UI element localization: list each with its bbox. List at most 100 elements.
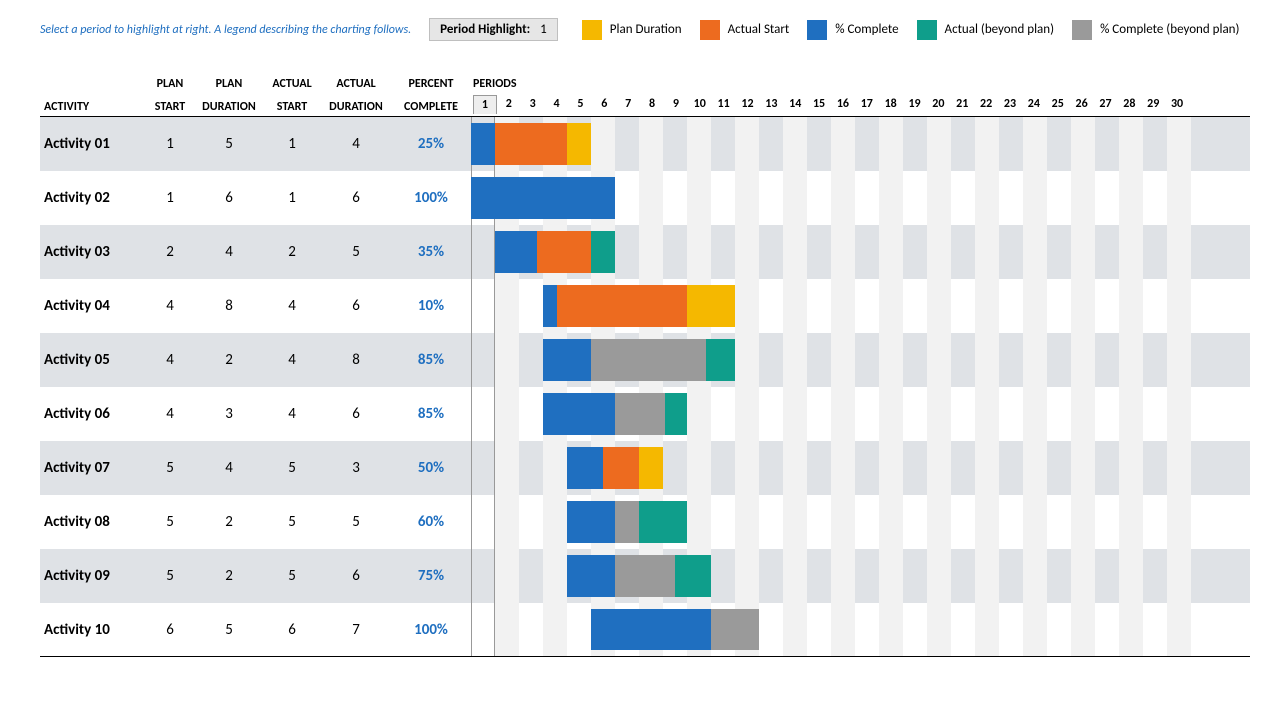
bar-complete [567,555,615,597]
legend-swatch [582,20,602,40]
table-row: Activity 03242535% [40,225,1250,279]
period-header-cell: 15 [807,95,831,114]
period-header-cell: 16 [831,95,855,114]
gantt-rows: Activity 01151425%Activity 021616100%Act… [40,117,1250,657]
actual-duration: 6 [321,405,391,423]
period-header-cell: 21 [950,95,974,114]
period-header-cell: 26 [1070,95,1094,114]
activity-name: Activity 07 [40,459,145,477]
percent-complete: 25% [391,135,471,153]
plan-duration: 8 [195,297,263,315]
actual-start: 1 [263,135,321,153]
gantt-cell [471,441,1191,495]
period-header-cell: 30 [1165,95,1189,114]
bar-complete [591,609,711,650]
plan-duration: 2 [195,567,263,585]
plan-start: 4 [145,351,195,369]
activity-name: Activity 06 [40,405,145,423]
header-row-1: PLAN PLAN ACTUAL ACTUAL PERCENT PERIODS [40,75,1250,93]
percent-complete: 60% [391,513,471,531]
bar-complete-beyond [711,609,759,650]
bar-complete [567,447,603,489]
percent-complete: 10% [391,297,471,315]
period-header-cell: 24 [1022,95,1046,114]
plan-start: 5 [145,513,195,531]
period-header-cell: 6 [592,95,616,114]
table-row: Activity 01151425% [40,117,1250,171]
bar-complete-beyond [615,393,665,435]
legend-item: Plan Duration [582,20,682,40]
period-highlight-box[interactable]: Period Highlight: 1 [429,18,558,41]
bar-actual-beyond [591,231,615,273]
plan-start: 5 [145,567,195,585]
period-header-cell: 29 [1141,95,1165,114]
plan-duration: 6 [195,189,263,207]
gantt-cell [471,603,1191,656]
table-row: Activity 09525675% [40,549,1250,603]
percent-complete: 100% [391,189,471,207]
col-plan-dur-1: PLAN [195,75,263,93]
table-row: Activity 07545350% [40,441,1250,495]
plan-start: 2 [145,243,195,261]
period-header-cell: 27 [1094,95,1118,114]
plan-duration: 4 [195,243,263,261]
period-header-cell: 17 [855,95,879,114]
actual-start: 5 [263,567,321,585]
actual-duration: 5 [321,243,391,261]
activity-name: Activity 01 [40,135,145,153]
col-periods: PERIODS [471,75,1191,93]
period-header-cell: 7 [616,95,640,114]
legend-label: % Complete (beyond plan) [1100,22,1239,37]
activity-name: Activity 02 [40,189,145,207]
header-row-2: ACTIVITY START DURATION START DURATION C… [40,93,1250,117]
legend-swatch [700,20,720,40]
col-plan-start-1: PLAN [145,75,195,93]
actual-start: 2 [263,243,321,261]
table-row: Activity 021616100% [40,171,1250,225]
actual-start: 4 [263,297,321,315]
bar-complete [471,123,495,165]
plan-start: 5 [145,459,195,477]
period-header-cell: 25 [1046,95,1070,114]
period-header-cell: 28 [1117,95,1141,114]
period-header-cell: 8 [640,95,664,114]
col-plan-start-2: START [145,98,195,116]
period-header-cell: 10 [688,95,712,114]
percent-complete: 50% [391,459,471,477]
activity-name: Activity 05 [40,351,145,369]
bar-complete [543,393,615,435]
actual-duration: 8 [321,351,391,369]
percent-complete: 35% [391,243,471,261]
legend-item: Actual (beyond plan) [917,20,1055,40]
table-row: Activity 05424885% [40,333,1250,387]
gantt-table: PLAN PLAN ACTUAL ACTUAL PERCENT PERIODS … [40,75,1250,657]
activity-name: Activity 09 [40,567,145,585]
actual-start: 5 [263,459,321,477]
col-actual-dur-1: ACTUAL [321,75,391,93]
periods-header: 1234567891011121314151617181920212223242… [471,93,1191,116]
col-pct-1: PERCENT [391,75,471,93]
activity-name: Activity 04 [40,297,145,315]
col-plan-dur-2: DURATION [195,98,263,116]
legend-label: Actual Start [728,22,790,37]
col-actual-start-1: ACTUAL [263,75,321,93]
col-pct-2: COMPLETE [391,98,471,116]
actual-start: 4 [263,351,321,369]
activity-name: Activity 08 [40,513,145,531]
legend-swatch [1072,20,1092,40]
gantt-cell [471,279,1191,333]
actual-duration: 5 [321,513,391,531]
plan-duration: 2 [195,351,263,369]
percent-complete: 100% [391,621,471,639]
activity-name: Activity 10 [40,621,145,639]
percent-complete: 85% [391,351,471,369]
period-header-cell: 13 [759,95,783,114]
bar-complete-beyond [591,339,706,381]
bar-complete [495,231,537,273]
gantt-cell [471,387,1191,441]
actual-duration: 6 [321,189,391,207]
gantt-cell [471,549,1191,603]
period-header-cell: 3 [521,95,545,114]
actual-duration: 6 [321,297,391,315]
period-header-cell: 5 [568,95,592,114]
